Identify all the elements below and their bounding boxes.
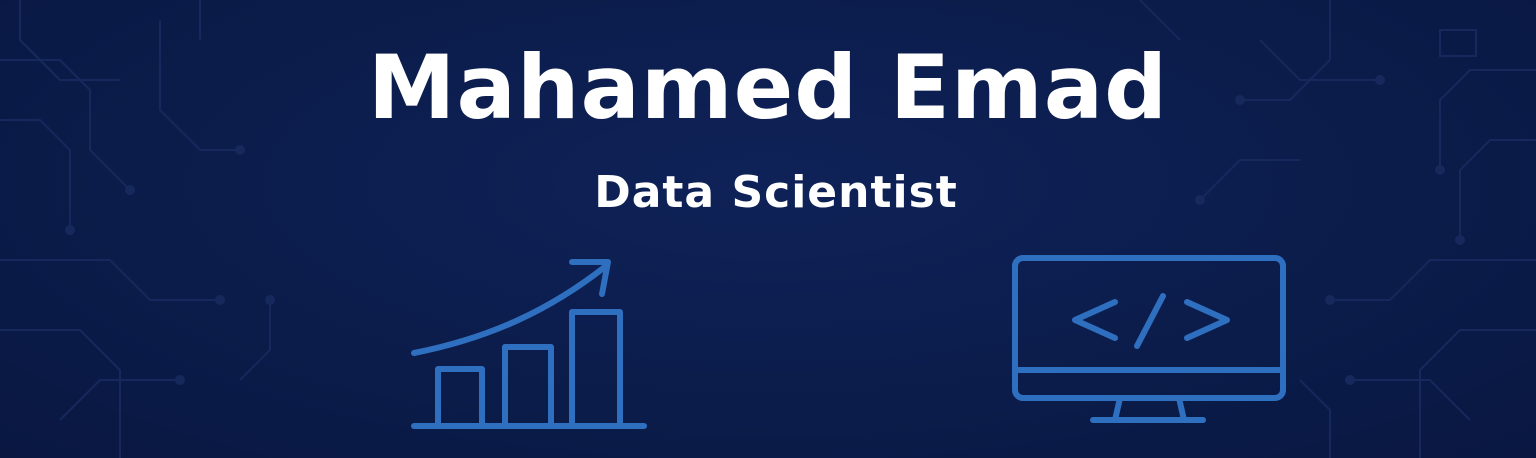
profile-name: Mahamed Emad [367,36,1169,139]
bar-chart-growth-icon [411,259,647,429]
profile-role: Data Scientist [594,167,958,218]
monitor-code-icon [1012,255,1286,423]
